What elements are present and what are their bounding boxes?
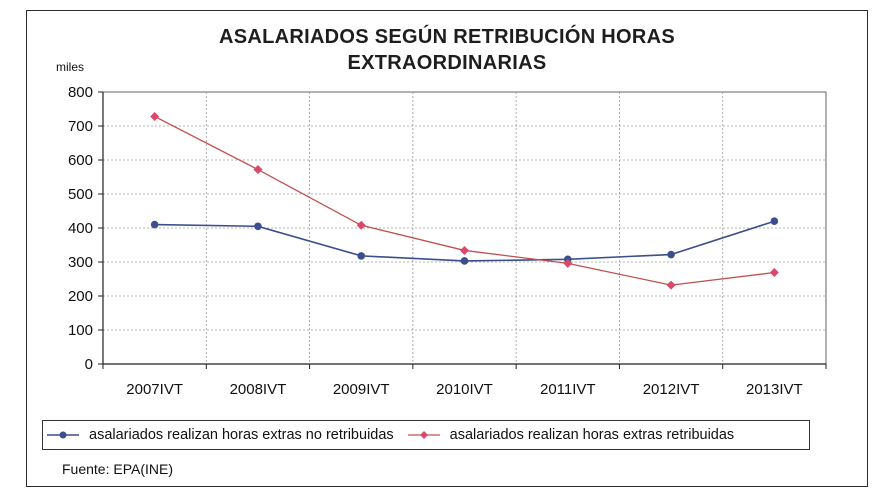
y-tick-label-700: 700 <box>68 118 93 135</box>
series-1-point-2009IVT <box>357 252 366 260</box>
series-1-point-2010IVT <box>460 257 469 265</box>
source-note: Fuente: EPA(INE) <box>62 461 174 477</box>
y-tick-label-0: 0 <box>85 356 93 373</box>
y-tick-label-600: 600 <box>68 152 93 169</box>
x-tick-label-2008IVT: 2008IVT <box>230 381 287 398</box>
x-tick-label-2009IVT: 2009IVT <box>333 381 390 398</box>
series-2-point-2013IVT <box>769 268 779 278</box>
legend-entry-no-retribuidas: asalariados realizan horas extras no ret… <box>43 427 394 443</box>
legend-label-no-retribuidas: asalariados realizan horas extras no ret… <box>89 427 394 443</box>
series-2-point-2007IVT <box>150 111 160 121</box>
legend-label-retribuidas: asalariados realizan horas extras retrib… <box>449 427 735 443</box>
x-tick-label-2013IVT: 2013IVT <box>746 381 803 398</box>
series-2-point-2011IVT <box>563 258 573 268</box>
y-tick-label-800: 800 <box>68 84 93 101</box>
series-1-point-2013IVT <box>770 217 779 225</box>
legend-swatch-retribuidas <box>407 431 440 439</box>
chart-title-line-1: ASALARIADOS SEGÚN RETRIBUCIÓN HORAS <box>218 26 676 48</box>
chart-title-line-2: EXTRAORDINARIAS <box>347 52 547 74</box>
legend-swatch-no-retribuidas <box>47 431 79 439</box>
x-tick-label-2010IVT: 2010IVT <box>436 381 493 398</box>
y-tick-label-400: 400 <box>68 220 93 237</box>
y-tick-label-200: 200 <box>68 288 93 305</box>
legend: asalariados realizan horas extras no ret… <box>42 420 810 450</box>
series-1-point-2012IVT <box>667 250 675 259</box>
y-tick-label-500: 500 <box>68 186 93 203</box>
series-2-point-2008IVT <box>253 165 263 175</box>
y-axis-unit-label: miles <box>56 60 84 74</box>
series-2-point-2009IVT <box>356 220 366 230</box>
x-tick-label-2007IVT: 2007IVT <box>126 381 183 398</box>
series-1-point-2008IVT <box>254 222 262 231</box>
x-tick-label-2012IVT: 2012IVT <box>643 381 700 398</box>
y-tick-label-100: 100 <box>68 322 93 339</box>
series-2-point-2010IVT <box>460 245 469 255</box>
legend-entry-retribuidas: asalariados realizan horas extras retrib… <box>404 427 735 443</box>
chart-title: ASALARIADOS SEGÚN RETRIBUCIÓN HORAS EXTR… <box>26 24 868 76</box>
x-tick-label-2011IVT: 2011IVT <box>540 381 596 398</box>
y-tick-label-300: 300 <box>68 254 93 271</box>
series-2-point-2012IVT <box>666 280 676 290</box>
series-1-point-2007IVT <box>150 220 159 229</box>
